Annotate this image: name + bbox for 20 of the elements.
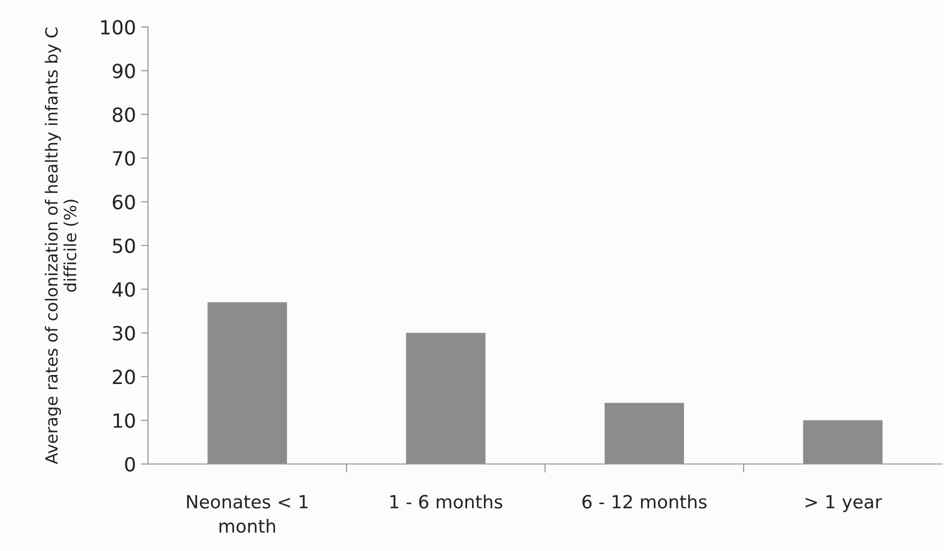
y-axis-title: Average rates of colonization of healthy infants by C difficile (%) [44, 28, 78, 464]
y-tick-label: 60 [112, 194, 135, 210]
bar [803, 420, 883, 464]
y-tick-label: 30 [112, 326, 135, 341]
y-tick-label: 90 [112, 64, 135, 78]
x-tick-label: > 1 year [806, 495, 882, 512]
bar [208, 302, 287, 464]
bar [406, 332, 486, 464]
y-tick-label: 40 [112, 282, 135, 297]
y-tick-label: 80 [112, 107, 135, 122]
y-tick-label: 70 [113, 151, 135, 166]
bar [604, 402, 684, 464]
y-tick-label: 0 [125, 456, 135, 472]
y-tick-label: 10 [114, 413, 135, 428]
x-tick-label: 6 - 12 months [582, 494, 707, 509]
x-tick-label: Neonates < 1 month [187, 495, 308, 533]
y-tick-label: 50 [112, 238, 135, 254]
x-tick-label: 1 - 6 months [390, 494, 502, 509]
y-tick-label: 100 [101, 20, 135, 35]
y-tick-label: 20 [112, 370, 135, 384]
